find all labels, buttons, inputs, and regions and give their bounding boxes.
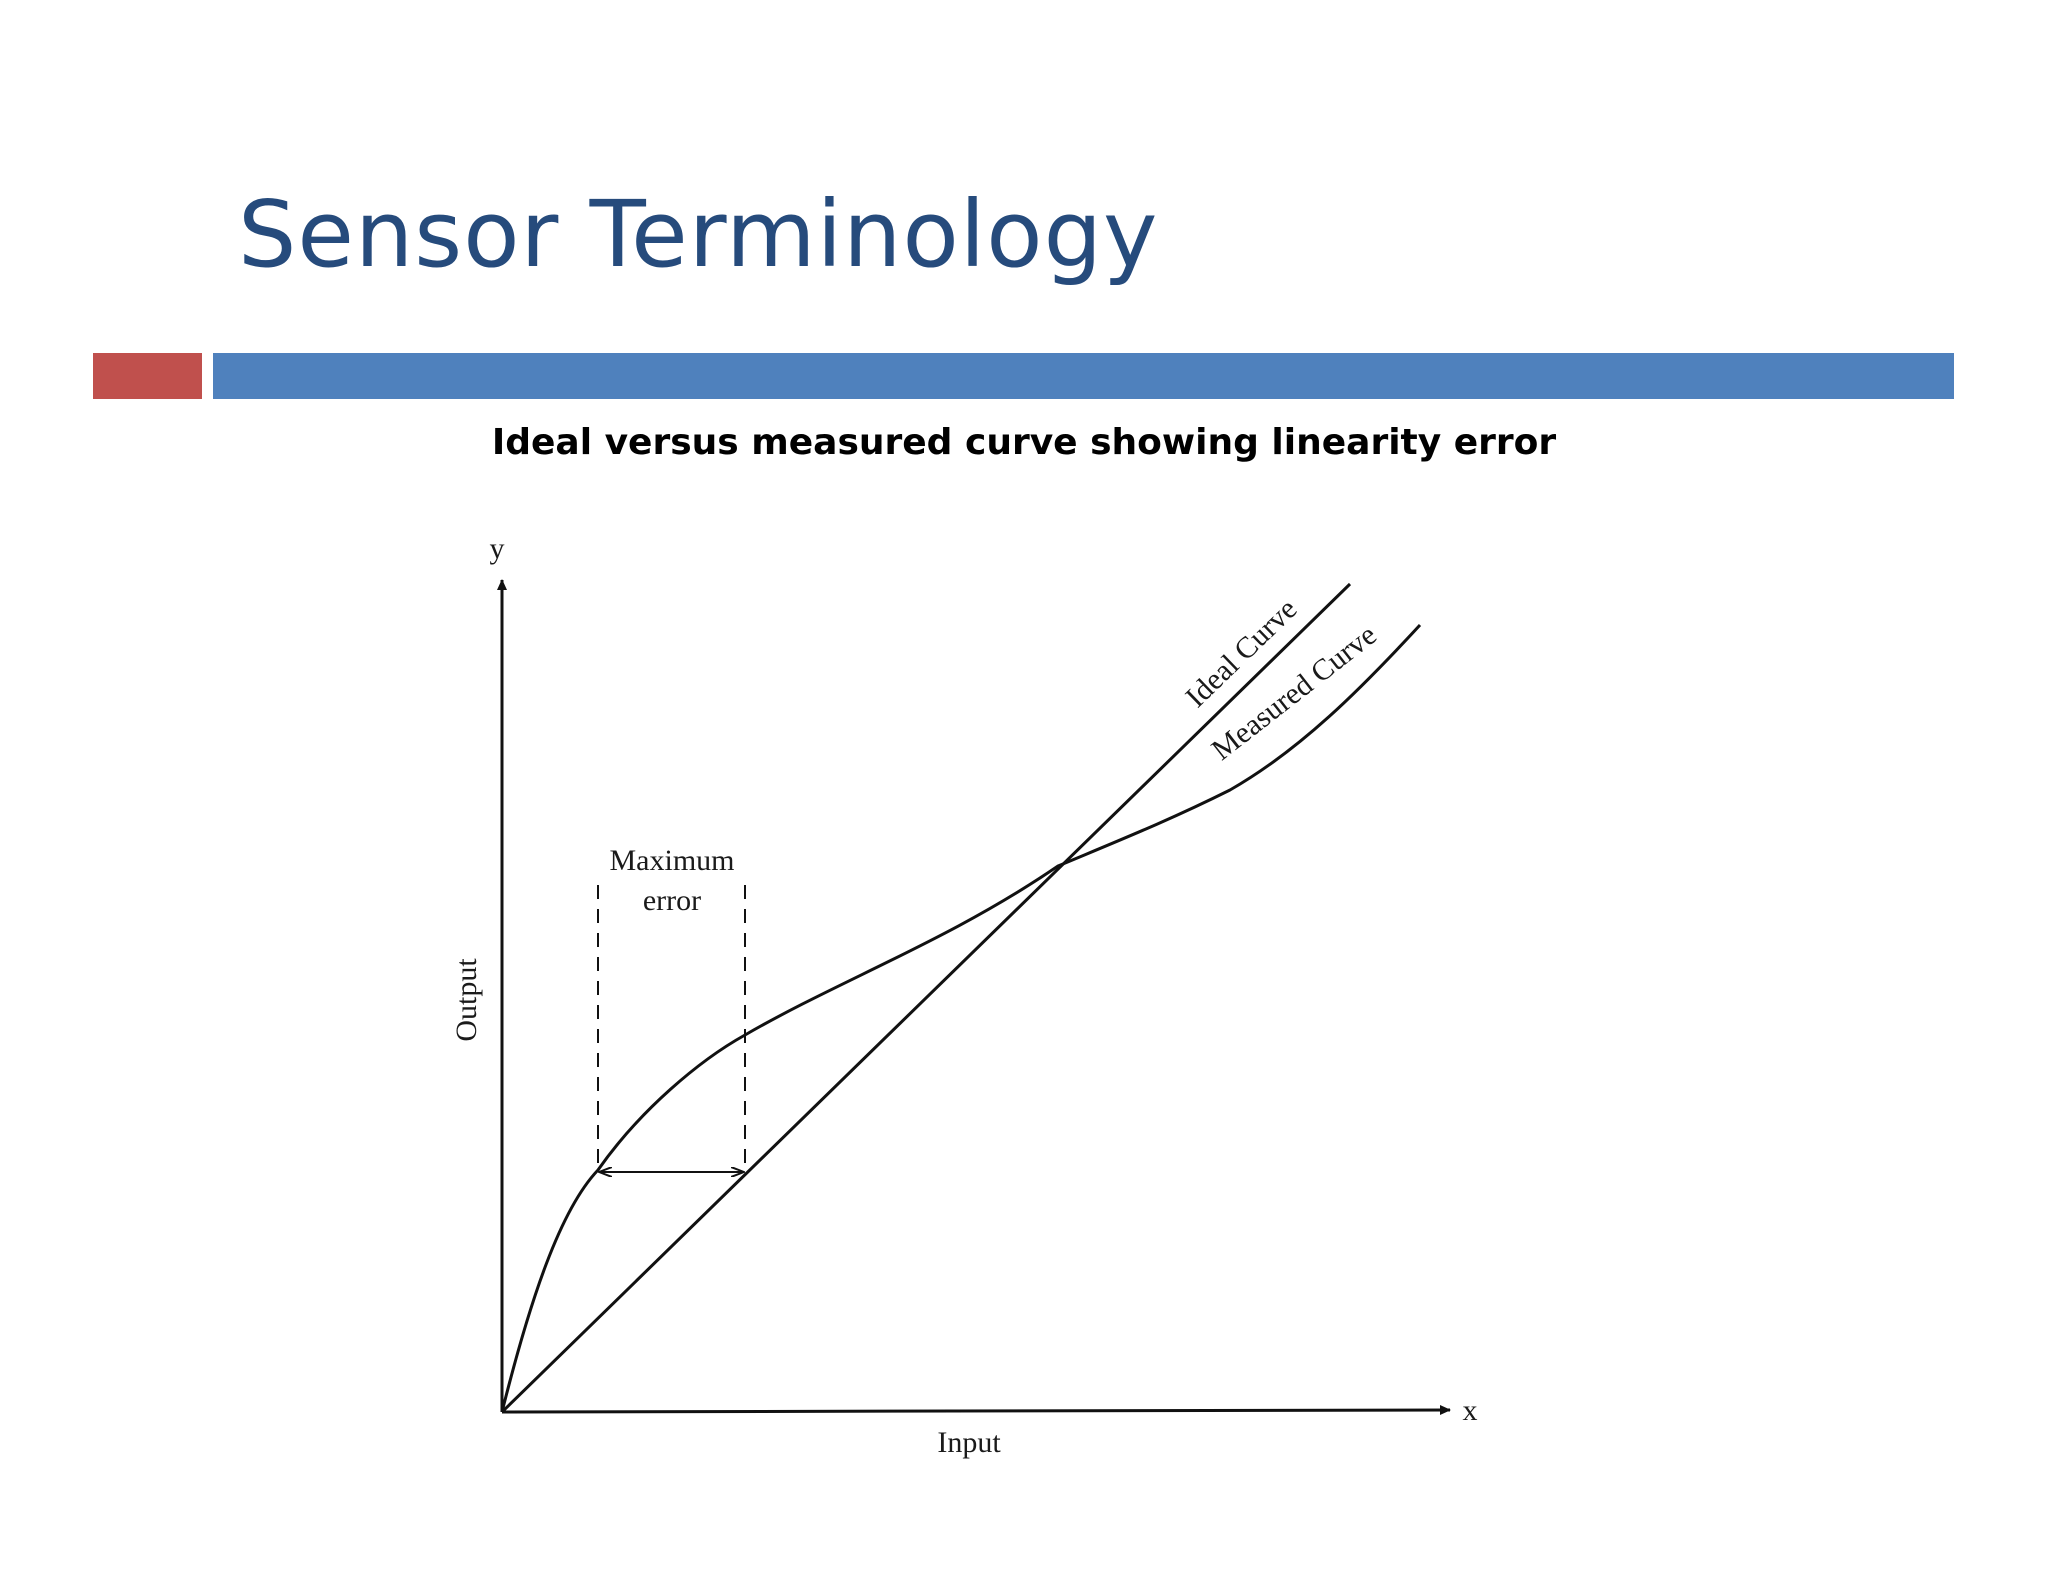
max-error-label-line2: error <box>643 884 701 917</box>
max-error-label-line1: Maximum <box>610 844 735 877</box>
x-axis-label: x <box>1463 1394 1478 1427</box>
slide-title: Sensor Terminology <box>238 181 1159 288</box>
x-axis <box>501 1405 1451 1416</box>
accent-bar-blue <box>213 353 1954 399</box>
y-axis-label: y <box>490 532 505 565</box>
ideal-curve <box>500 582 1352 1414</box>
output-label: Output <box>450 958 483 1042</box>
diagram-caption: Ideal versus measured curve showing line… <box>491 422 1557 463</box>
input-label: Input <box>937 1426 1001 1459</box>
accent-bar-red <box>93 353 202 399</box>
measured-curve <box>500 623 1422 1413</box>
